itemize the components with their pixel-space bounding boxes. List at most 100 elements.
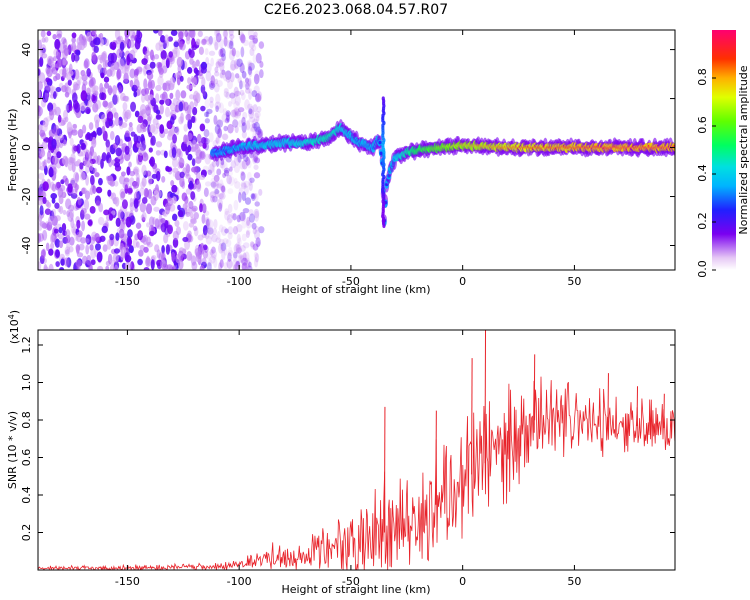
noise-cell	[71, 129, 78, 136]
noise-cell	[227, 188, 234, 195]
noise-cell	[139, 202, 147, 213]
noise-cell	[89, 205, 96, 214]
noise-cell	[97, 216, 105, 226]
noise-cell	[222, 133, 229, 141]
noise-cell	[121, 122, 128, 129]
noise-cell	[255, 93, 260, 102]
noise-cell	[85, 175, 89, 186]
noise-cell	[42, 94, 49, 103]
noise-cell	[42, 117, 49, 128]
noise-cell	[232, 109, 237, 120]
noise-cell	[233, 243, 240, 254]
noise-cell	[256, 95, 262, 102]
noise-cell	[202, 203, 207, 214]
noise-cell	[52, 91, 57, 100]
noise-cell	[214, 190, 220, 198]
noise-cell	[55, 261, 60, 267]
noise-cell	[187, 77, 192, 84]
noise-cell	[234, 111, 239, 119]
noise-cell	[135, 68, 140, 76]
noise-cell	[120, 211, 125, 220]
noise-cell	[166, 196, 174, 207]
noise-cell	[184, 199, 189, 208]
noise-cell	[169, 116, 175, 125]
snr-x-label: Height of straight line (km)	[281, 583, 430, 596]
spectrogram-panel: -150 -100 -50 0 50 -40 -20 0 20 40 Height of str…	[6, 29, 676, 296]
noise-cell	[104, 220, 109, 228]
noise-cell	[105, 265, 110, 270]
noise-cell	[240, 34, 246, 44]
noise-cell	[208, 132, 214, 143]
noise-cell	[223, 88, 229, 98]
noise-cell	[210, 181, 217, 188]
y-tick-label: 40	[20, 43, 33, 57]
noise-cell	[161, 263, 169, 270]
noise-cell	[216, 79, 223, 87]
noise-cell	[139, 187, 145, 196]
noise-cell	[218, 238, 225, 247]
noise-cell	[233, 100, 240, 111]
noise-cell	[238, 107, 245, 113]
noise-cell	[241, 116, 246, 127]
noise-cell	[146, 241, 153, 248]
noise-cell	[220, 46, 224, 53]
noise-cell	[223, 169, 230, 177]
noise-cell	[225, 92, 231, 99]
noise-cell	[122, 218, 127, 225]
noise-cell	[85, 234, 92, 245]
y-tick-label: 0	[20, 144, 33, 151]
colorbar-ticks: 0.0 0.2 0.4 0.6 0.8	[696, 68, 716, 278]
noise-cell	[244, 99, 250, 110]
noise-cell	[242, 111, 248, 120]
noise-cell	[202, 91, 208, 100]
noise-cell	[175, 253, 181, 264]
noise-cell	[238, 255, 243, 263]
noise-cell	[160, 34, 166, 43]
noise-cell	[151, 54, 155, 62]
noise-cell	[106, 142, 111, 154]
noise-cell	[168, 129, 175, 136]
noise-cell	[222, 108, 228, 116]
noise-cell	[44, 91, 49, 101]
noise-cell	[253, 208, 260, 219]
noise-cell	[243, 185, 249, 196]
noise-cell	[149, 61, 156, 69]
noise-cell	[242, 211, 247, 222]
noise-cell	[246, 159, 251, 166]
spectrogram-x-label: Height of straight line (km)	[281, 283, 430, 296]
noise-cell	[235, 244, 242, 255]
noise-cell	[208, 50, 216, 56]
noise-cell	[224, 117, 230, 124]
noise-cell	[116, 68, 122, 80]
noise-cell	[251, 153, 259, 163]
noise-cell	[107, 189, 112, 197]
noise-cell	[124, 252, 129, 262]
noise-cell	[253, 251, 259, 259]
noise-cell	[223, 87, 229, 94]
noise-cell	[100, 158, 104, 169]
noise-cell	[98, 111, 105, 120]
noise-cell	[225, 111, 230, 121]
noise-cell	[200, 66, 207, 74]
noise-cell	[171, 184, 178, 193]
noise-cell	[107, 52, 115, 63]
noise-cell	[159, 99, 165, 105]
noise-cell	[112, 94, 118, 105]
x-tick-label: 0	[459, 575, 466, 588]
noise-cell	[69, 157, 76, 164]
noise-cell	[247, 265, 253, 270]
noise-cell	[249, 47, 255, 57]
noise-cell	[145, 50, 151, 57]
noise-cell	[209, 191, 216, 199]
noise-cell	[38, 81, 43, 91]
noise-cell	[249, 123, 256, 133]
noise-cell	[149, 94, 154, 101]
noise-cell	[257, 128, 264, 139]
noise-cell	[39, 205, 44, 216]
noise-cell	[172, 157, 178, 168]
noise-cell	[213, 219, 218, 229]
noise-cell	[239, 62, 245, 73]
noise-cell	[39, 48, 44, 59]
noise-cell	[234, 125, 239, 134]
noise-cell	[223, 90, 229, 98]
